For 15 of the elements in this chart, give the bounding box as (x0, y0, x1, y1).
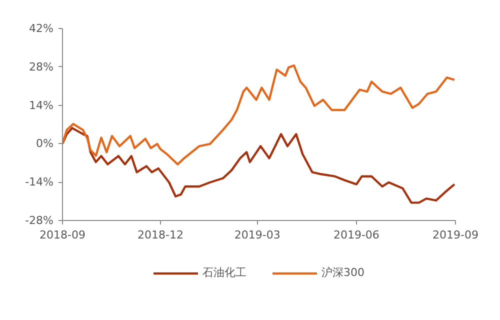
y-tick-label: 0% (36, 137, 54, 150)
y-tick-label: -28% (25, 214, 54, 227)
line-series (62, 64, 456, 166)
y-tick-label: 42% (29, 22, 54, 35)
x-tick-label: 2018-12 (138, 228, 184, 242)
legend-label: 石油化工 (202, 265, 246, 280)
x-tick-label: 2019-06 (333, 228, 380, 242)
x-tick-label: 2018-09 (40, 228, 86, 242)
y-tick-label: 28% (29, 60, 54, 74)
x-tick-label: 2019-09 (432, 228, 478, 242)
y-tick-label: 14% (29, 98, 54, 112)
line-series (62, 126, 456, 204)
x-tick-label: 2019-03 (234, 228, 280, 242)
y-tick-label: -14% (25, 176, 54, 189)
legend-label: 沪深300 (322, 265, 364, 280)
